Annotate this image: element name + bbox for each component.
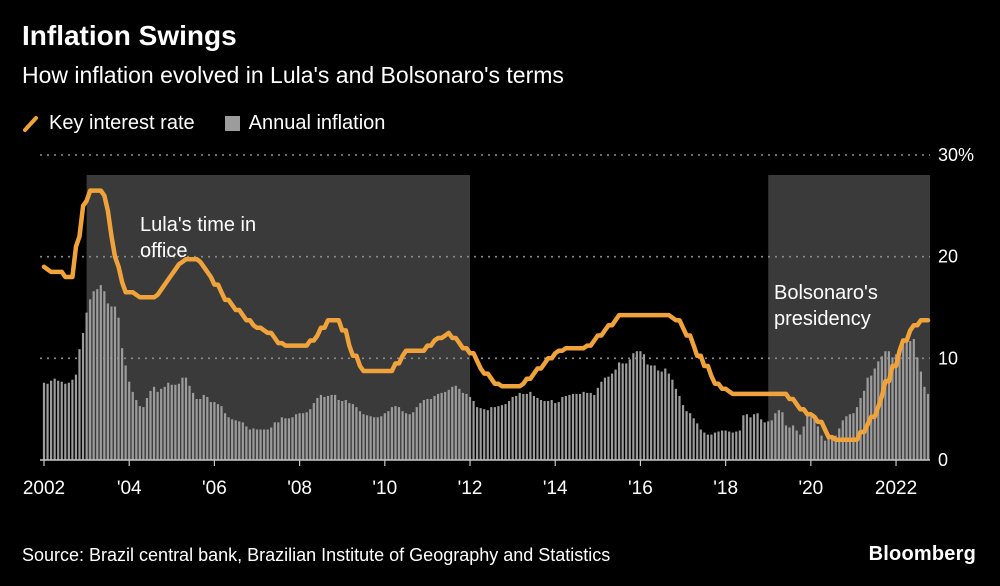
legend-label-inflation: Annual inflation — [248, 112, 386, 134]
svg-text:10: 10 — [938, 348, 958, 368]
legend-item-inflation: Annual inflation — [224, 112, 386, 135]
chart-subtitle: How inflation evolved in Lula's and Bols… — [22, 62, 564, 88]
svg-text:2022: 2022 — [875, 478, 917, 499]
svg-text:30%: 30% — [938, 145, 974, 165]
svg-text:20: 20 — [938, 247, 958, 267]
svg-text:'14: '14 — [543, 478, 568, 499]
annotation-bolsonaro-term: Bolsonaro's presidency — [774, 282, 878, 330]
legend-label-interest-rate: Key interest rate — [49, 112, 195, 134]
svg-text:'18: '18 — [713, 478, 738, 499]
bloomberg-logo: Bloomberg — [868, 543, 976, 565]
source-note: Source: Brazil central bank, Brazilian I… — [22, 545, 611, 565]
svg-text:'16: '16 — [628, 478, 653, 499]
svg-text:'10: '10 — [372, 478, 397, 499]
svg-text:'20: '20 — [798, 478, 823, 499]
svg-text:2002: 2002 — [23, 478, 65, 499]
inflation-chart: 0 10 20 30% 2002 '04 '06 '08 '10 '12 '14 '16 '18 '20 2… — [0, 140, 1000, 520]
svg-text:'12: '12 — [458, 478, 483, 499]
annotation-lula-term: Lula's time in office — [140, 214, 257, 262]
svg-text:'04: '04 — [117, 478, 142, 499]
line-swatch-icon — [22, 115, 40, 133]
svg-text:0: 0 — [938, 450, 948, 470]
svg-text:'08: '08 — [287, 478, 312, 499]
legend: Key interest rate Annual inflation — [22, 112, 385, 135]
legend-item-interest-rate: Key interest rate — [22, 112, 195, 135]
bar-swatch-icon — [224, 116, 240, 131]
chart-title: Inflation Swings — [22, 20, 237, 51]
svg-text:'06: '06 — [202, 478, 227, 499]
